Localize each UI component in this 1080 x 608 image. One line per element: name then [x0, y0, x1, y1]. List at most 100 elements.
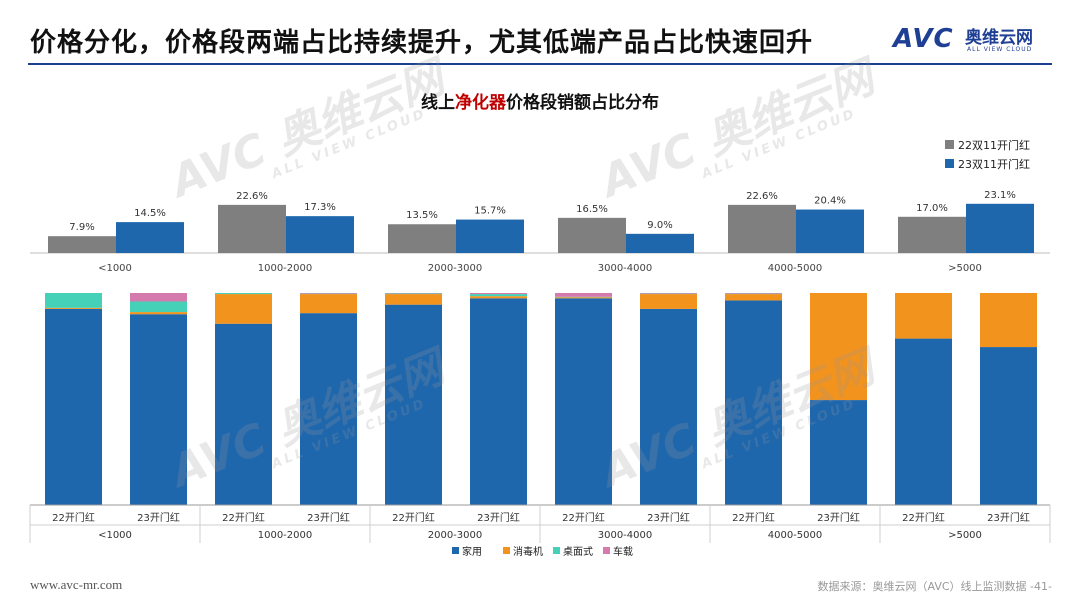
stacked-segment	[215, 293, 272, 295]
legend-label: 桌面式	[563, 545, 593, 558]
footer-source: 数据来源：奥维云网（AVC）线上监测数据 -41-	[817, 580, 1052, 593]
stacked-segment	[980, 347, 1037, 505]
stacked-segment	[725, 293, 782, 294]
chart-title-suffix: 价格段销额占比分布	[506, 93, 659, 113]
stacked-segment	[555, 297, 612, 299]
stacked-segment	[470, 296, 527, 299]
stacked-segment	[725, 300, 782, 505]
top-bar-data-label: 15.7%	[474, 206, 506, 217]
stacked-segment	[640, 308, 697, 505]
logo-subtitle: ALL VIEW CLOUD	[967, 46, 1033, 53]
stacked-segment	[980, 293, 1037, 348]
legend-swatch	[503, 547, 510, 554]
stacked-segment	[470, 293, 527, 295]
stacked-segment	[895, 338, 952, 505]
stacked-segment	[130, 312, 187, 315]
bar-label: 23开门红	[477, 511, 520, 524]
top-bar-data-label: 23.1%	[984, 190, 1016, 201]
chart-title-prefix: 线上	[421, 93, 455, 113]
legend-label: 家用	[462, 545, 482, 558]
stacked-segment	[555, 293, 612, 297]
chart-title-highlight: 净化器	[455, 93, 506, 113]
group-label: 2000-3000	[428, 530, 483, 541]
footer-website: www.avc-mr.com	[30, 577, 123, 592]
stacked-segment	[385, 294, 442, 305]
stacked-segment	[130, 293, 187, 302]
group-label: <1000	[98, 530, 132, 541]
top-category-label: 1000-2000	[258, 263, 313, 274]
top-bar-data-label: 22.6%	[746, 191, 778, 202]
bar-label: 22开门红	[392, 511, 435, 524]
avc-logo: AVC 奥维云网 ALL VIEW CLOUD	[893, 24, 1053, 56]
stacked-segment	[640, 294, 697, 309]
top-bar-data-label: 9.0%	[647, 220, 672, 231]
legend-label: 23双11开门红	[958, 157, 1030, 171]
stacked-segment	[215, 294, 272, 324]
top-bar	[728, 204, 796, 253]
top-bar-data-label: 7.9%	[69, 222, 94, 233]
top-category-label: <1000	[98, 263, 132, 274]
top-bar	[218, 204, 286, 253]
top-bar	[626, 233, 694, 253]
legend-swatch	[452, 547, 459, 554]
top-bar	[286, 216, 354, 253]
legend-label: 22双11开门红	[958, 138, 1030, 152]
top-bar	[48, 236, 116, 253]
stacked-segment	[215, 323, 272, 505]
bar-label: 22开门红	[732, 511, 775, 524]
top-bar-data-label: 16.5%	[576, 204, 608, 215]
top-bar	[388, 224, 456, 253]
legend-swatch	[945, 159, 954, 168]
stacked-segment	[130, 314, 187, 505]
bar-label: 23开门红	[137, 511, 180, 524]
group-label: 3000-4000	[598, 530, 653, 541]
page-title: 价格分化，价格段两端占比持续提升，尤其低端产品占比快速回升	[30, 28, 814, 58]
top-bar-data-label: 17.3%	[304, 202, 336, 213]
stacked-segment	[470, 298, 527, 505]
stacked-segment	[300, 294, 357, 314]
stacked-segment	[810, 400, 867, 505]
bar-label: 23开门红	[307, 511, 350, 524]
legend-swatch	[603, 547, 610, 554]
top-category-label: 2000-3000	[428, 263, 483, 274]
stacked-segment	[895, 293, 952, 339]
stacked-segment	[640, 293, 697, 294]
group-label: 1000-2000	[258, 530, 313, 541]
logo-name: 奥维云网	[965, 28, 1033, 48]
chart-title: 线上净化器价格段销额占比分布	[0, 88, 1080, 113]
bar-label: 22开门红	[52, 511, 95, 524]
stacked-segment	[810, 293, 867, 401]
bar-label: 23开门红	[647, 511, 690, 524]
top-bar	[116, 222, 184, 253]
bar-label: 22开门红	[222, 511, 265, 524]
bar-label: 23开门红	[817, 511, 860, 524]
stacked-segment	[385, 293, 442, 295]
legend-swatch	[553, 547, 560, 554]
legend-swatch	[945, 140, 954, 149]
stacked-segment	[45, 308, 102, 505]
stacked-segment	[385, 304, 442, 505]
top-bar-data-label: 22.6%	[236, 191, 268, 202]
top-bar	[558, 217, 626, 253]
stacked-segment	[470, 294, 527, 297]
header-divider	[28, 63, 1052, 65]
top-category-label: 4000-5000	[768, 263, 823, 274]
top-bar	[796, 209, 864, 253]
bar-label: 23开门红	[987, 511, 1030, 524]
top-bar	[966, 203, 1034, 253]
top-category-label: >5000	[948, 263, 982, 274]
top-bar	[456, 219, 524, 253]
logo-mark: AVC	[893, 24, 954, 54]
bar-label: 22开门红	[562, 511, 605, 524]
top-bar	[898, 216, 966, 253]
stacked-segment	[45, 293, 102, 308]
top-bar-data-label: 17.0%	[916, 203, 948, 214]
legend-label: 车载	[613, 545, 633, 558]
stacked-segment	[130, 301, 187, 313]
stacked-segment	[555, 298, 612, 505]
stacked-segment	[725, 294, 782, 301]
stacked-segment	[45, 307, 102, 309]
top-bar-data-label: 13.5%	[406, 210, 438, 221]
top-bar-data-label: 14.5%	[134, 208, 166, 219]
